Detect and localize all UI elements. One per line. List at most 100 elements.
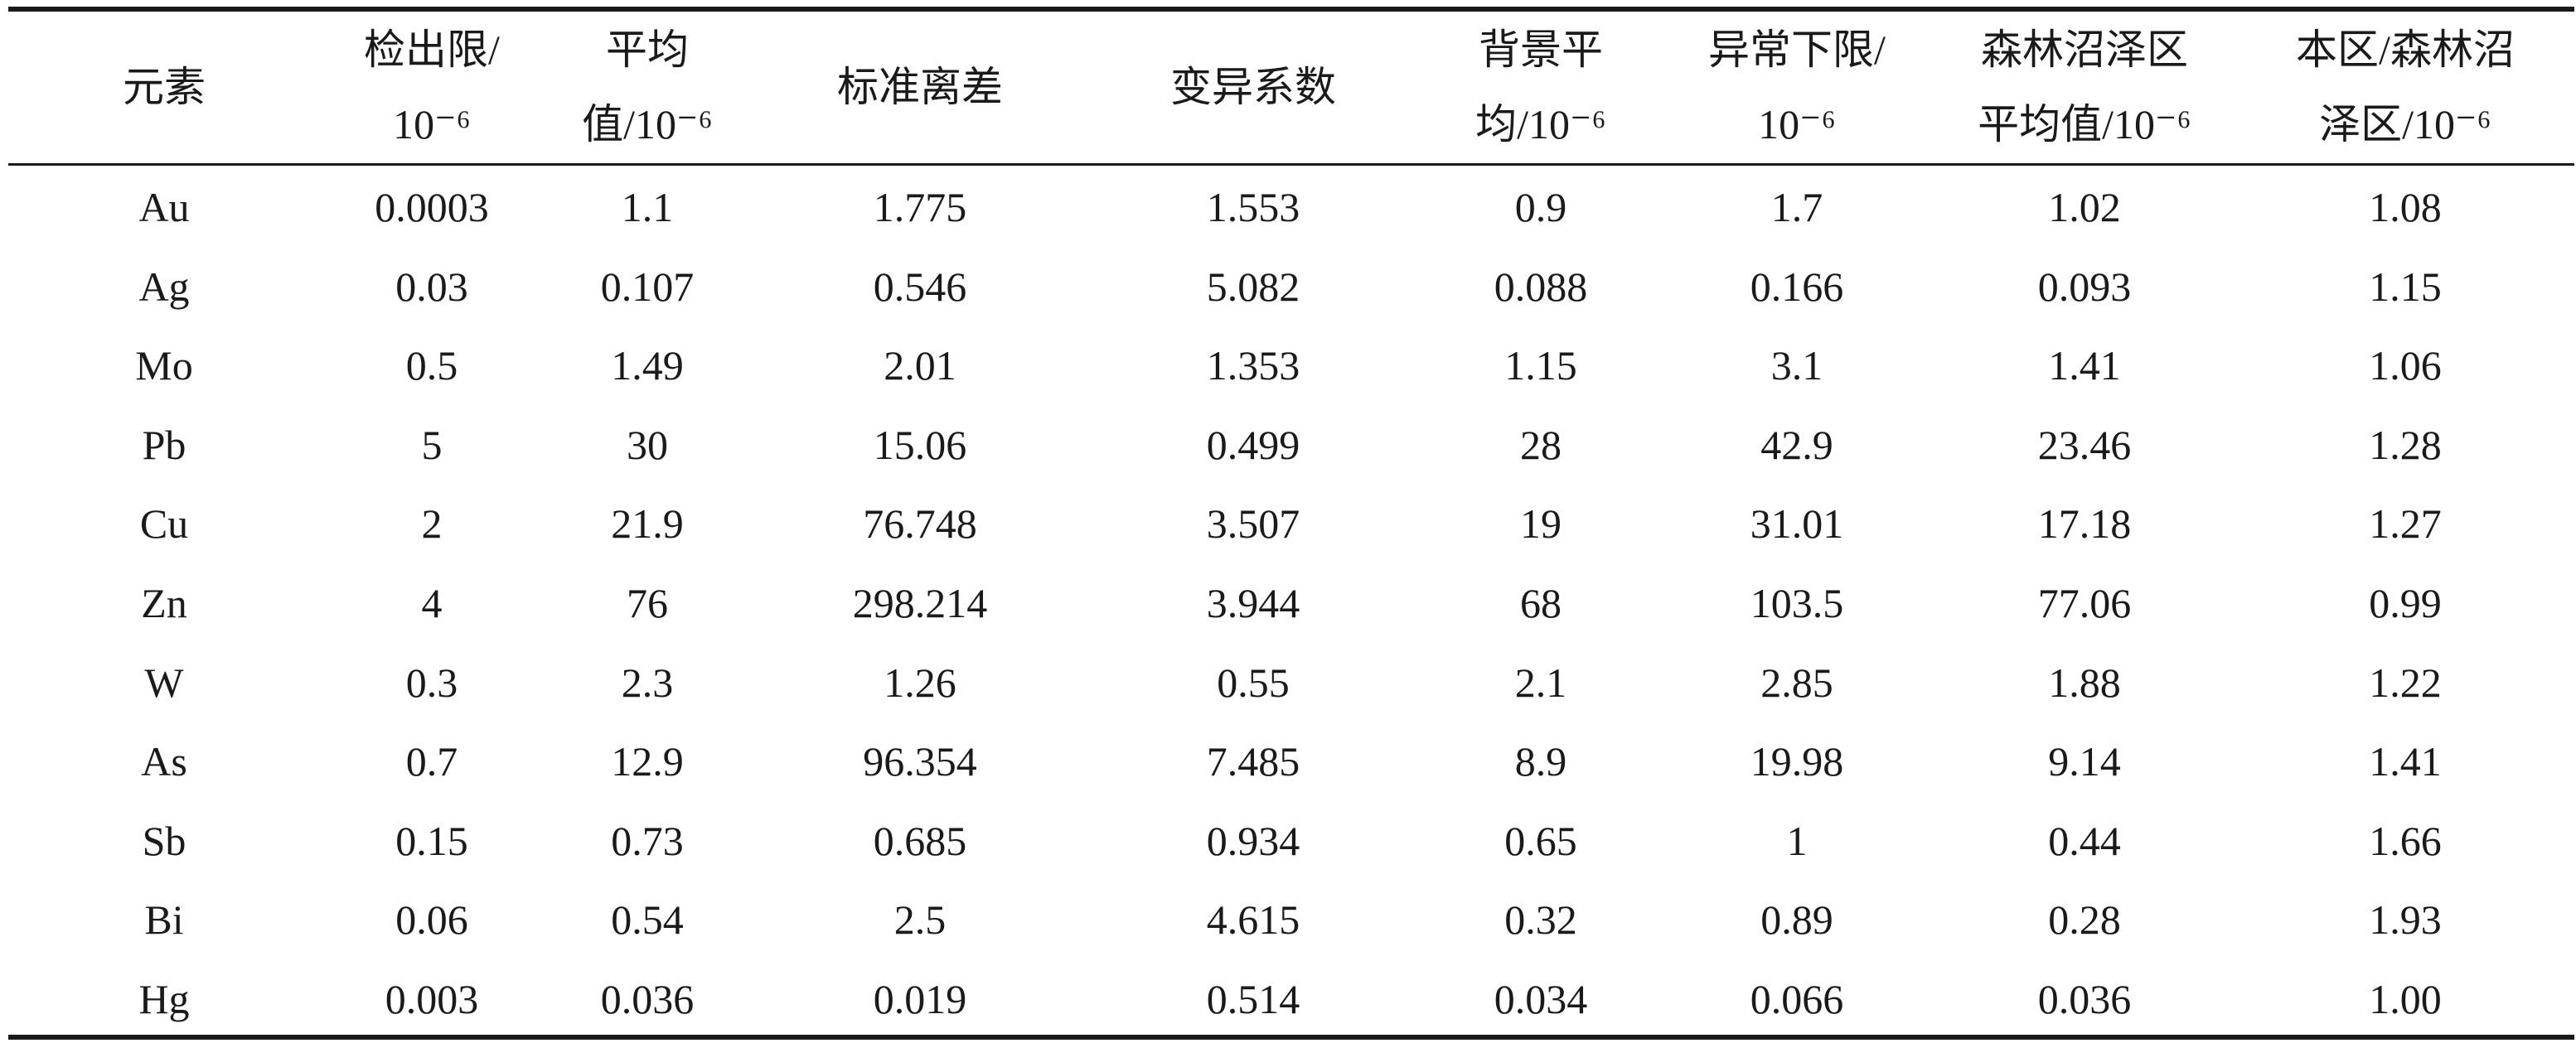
row-label: Sb bbox=[142, 817, 186, 864]
table-cell: 0.003 bbox=[385, 976, 479, 1022]
row-label: Ag bbox=[138, 263, 190, 310]
row-label: Cu bbox=[139, 500, 189, 548]
table-cell: 0.066 bbox=[1750, 976, 1844, 1022]
table-cell: 0.166 bbox=[1750, 263, 1844, 310]
table-cell: 0.54 bbox=[611, 896, 684, 944]
header-cell: 本区/森林沼 bbox=[2296, 27, 2515, 73]
table-cell: 1.15 bbox=[2369, 263, 2442, 310]
table-cell: 9.14 bbox=[2048, 738, 2121, 785]
header-cell: 元素 bbox=[123, 64, 206, 110]
table-cell: 0.685 bbox=[873, 817, 967, 864]
table-cell: 3.944 bbox=[1206, 580, 1300, 626]
table-cell: 0.088 bbox=[1494, 263, 1588, 310]
table-cell: 12.9 bbox=[611, 738, 684, 785]
table-cell: 1.26 bbox=[884, 659, 956, 706]
table-cell: 298.214 bbox=[852, 580, 988, 626]
table-cell: 17.18 bbox=[2037, 500, 2132, 548]
table-cell: 1.553 bbox=[1206, 184, 1300, 230]
table-cell: 1.775 bbox=[873, 184, 967, 230]
top-rule bbox=[8, 7, 2574, 12]
table-cell: 4 bbox=[421, 580, 443, 626]
bottom-rule bbox=[8, 1035, 2574, 1040]
row-label: Au bbox=[138, 184, 190, 230]
table-cell: 2 bbox=[421, 500, 443, 548]
table-cell: 2.3 bbox=[621, 659, 674, 706]
table-cell: 1.93 bbox=[2369, 896, 2442, 944]
header-cell: 10⁻⁶ bbox=[1758, 101, 1836, 147]
header-cell: 异常下限/ bbox=[1708, 27, 1886, 73]
table-cell: 68 bbox=[1520, 580, 1562, 626]
header-cell: 均/10⁻⁶ bbox=[1475, 101, 1606, 147]
table-cell: 0.15 bbox=[395, 817, 468, 864]
table-cell: 0.03 bbox=[395, 263, 468, 310]
table-cell: 1.15 bbox=[1504, 342, 1577, 389]
table-cell: 3.1 bbox=[1770, 342, 1823, 389]
table-cell: 30 bbox=[627, 421, 668, 468]
table-cell: 103.5 bbox=[1750, 580, 1844, 626]
table-cell: 0.934 bbox=[1206, 817, 1300, 864]
table-cell: 2.85 bbox=[1760, 659, 1833, 706]
table-cell: 0.55 bbox=[1217, 659, 1290, 706]
header-cell: 变异系数 bbox=[1170, 64, 1336, 110]
table-cell: 0.89 bbox=[1760, 896, 1833, 944]
table-cell: 2.5 bbox=[893, 896, 947, 944]
table-cell: 0.036 bbox=[2037, 976, 2132, 1022]
row-label: Zn bbox=[141, 580, 187, 626]
table-cell: 1.06 bbox=[2369, 342, 2442, 389]
header-cell: 背景平 bbox=[1479, 27, 1603, 73]
table-cell: 28 bbox=[1520, 421, 1562, 468]
row-label: Bi bbox=[144, 896, 184, 944]
table-cell: 1.66 bbox=[2369, 817, 2442, 864]
table-cell: 1.22 bbox=[2369, 659, 2442, 706]
row-label: Pb bbox=[142, 421, 186, 468]
table-cell: 42.9 bbox=[1760, 421, 1833, 468]
table-cell: 0.28 bbox=[2048, 896, 2121, 944]
table-cell: 0.093 bbox=[2037, 263, 2132, 310]
table-cell: 1.41 bbox=[2048, 342, 2121, 389]
header-rule bbox=[8, 163, 2574, 166]
table-cell: 1.88 bbox=[2048, 659, 2121, 706]
table-cell: 1.353 bbox=[1206, 342, 1300, 389]
header-cell: 10⁻⁶ bbox=[393, 101, 471, 147]
table-cell: 1 bbox=[1786, 817, 1808, 864]
table-cell: 0.44 bbox=[2048, 817, 2121, 864]
table-cell: 2.01 bbox=[884, 342, 956, 389]
table-cell: 0.036 bbox=[600, 976, 695, 1022]
table-cell: 0.9 bbox=[1514, 184, 1567, 230]
table-cell: 0.499 bbox=[1206, 421, 1300, 468]
row-label: As bbox=[141, 738, 187, 785]
table-cell: 5 bbox=[421, 421, 443, 468]
table-cell: 1.1 bbox=[621, 184, 674, 230]
table-cell: 1.08 bbox=[2369, 184, 2442, 230]
table-cell: 0.0003 bbox=[375, 184, 489, 230]
row-label: Mo bbox=[135, 342, 193, 389]
table-cell: 1.02 bbox=[2048, 184, 2121, 230]
table-cell: 19.98 bbox=[1750, 738, 1844, 785]
table-cell: 0.546 bbox=[873, 263, 967, 310]
table-cell: 76 bbox=[627, 580, 668, 626]
table-cell: 0.107 bbox=[600, 263, 695, 310]
table-cell: 3.507 bbox=[1206, 500, 1300, 548]
table-cell: 1.28 bbox=[2369, 421, 2442, 468]
table-cell: 15.06 bbox=[873, 421, 967, 468]
table-cell: 21.9 bbox=[611, 500, 684, 548]
table-cell: 8.9 bbox=[1514, 738, 1567, 785]
table-cell: 0.73 bbox=[611, 817, 684, 864]
table-cell: 0.99 bbox=[2369, 580, 2442, 626]
table-cell: 0.65 bbox=[1504, 817, 1577, 864]
table-cell: 0.7 bbox=[405, 738, 458, 785]
header-cell: 标准离差 bbox=[837, 64, 1003, 110]
table-cell: 1.49 bbox=[611, 342, 684, 389]
table-cell: 0.034 bbox=[1494, 976, 1588, 1022]
table-cell: 1.7 bbox=[1770, 184, 1823, 230]
header-cell: 平均 bbox=[606, 27, 689, 73]
table-cell: 0.32 bbox=[1504, 896, 1577, 944]
table-cell: 5.082 bbox=[1206, 263, 1300, 310]
table-cell: 1.00 bbox=[2369, 976, 2442, 1022]
table-cell: 0.514 bbox=[1206, 976, 1300, 1022]
table-cell: 31.01 bbox=[1750, 500, 1844, 548]
table-cell: 4.615 bbox=[1206, 896, 1300, 944]
table-cell: 0.019 bbox=[873, 976, 967, 1022]
table-cell: 7.485 bbox=[1206, 738, 1300, 785]
